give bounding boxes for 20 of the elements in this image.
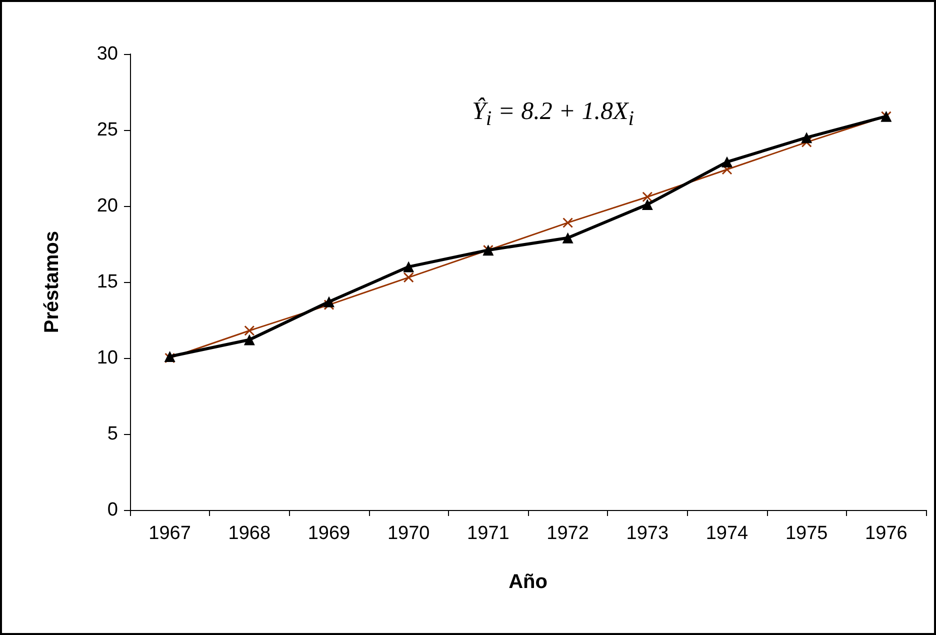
y-tick-label: 25 <box>96 120 118 140</box>
x-tick-label: 1968 <box>228 523 271 544</box>
x-axis-title: Año <box>508 571 548 593</box>
y-axis-title: Préstamos <box>41 230 63 334</box>
x-tick-label: 1971 <box>467 523 510 544</box>
y-tick-label: 10 <box>96 348 118 368</box>
x-tick-label: 1972 <box>546 523 589 544</box>
x-tick-label: 1975 <box>785 523 828 544</box>
y-tick-label: 20 <box>96 196 118 216</box>
y-tick-label: 30 <box>96 44 118 64</box>
annotation: Ŷ$_{i}$ = 8.2 + 1.8X$_{i}$ <box>472 98 634 131</box>
x-tick-label: 1969 <box>308 523 350 544</box>
x-tick-label: 1970 <box>387 523 430 544</box>
x-tick-label: 1967 <box>148 523 191 544</box>
x-tick-label: 1976 <box>865 523 908 544</box>
y-tick-label: 5 <box>107 424 118 444</box>
x-tick-label: 1974 <box>706 523 749 544</box>
y-tick-label: 0 <box>107 500 118 520</box>
x-tick-label: 1973 <box>626 523 669 544</box>
y-tick-label: 15 <box>96 272 118 292</box>
